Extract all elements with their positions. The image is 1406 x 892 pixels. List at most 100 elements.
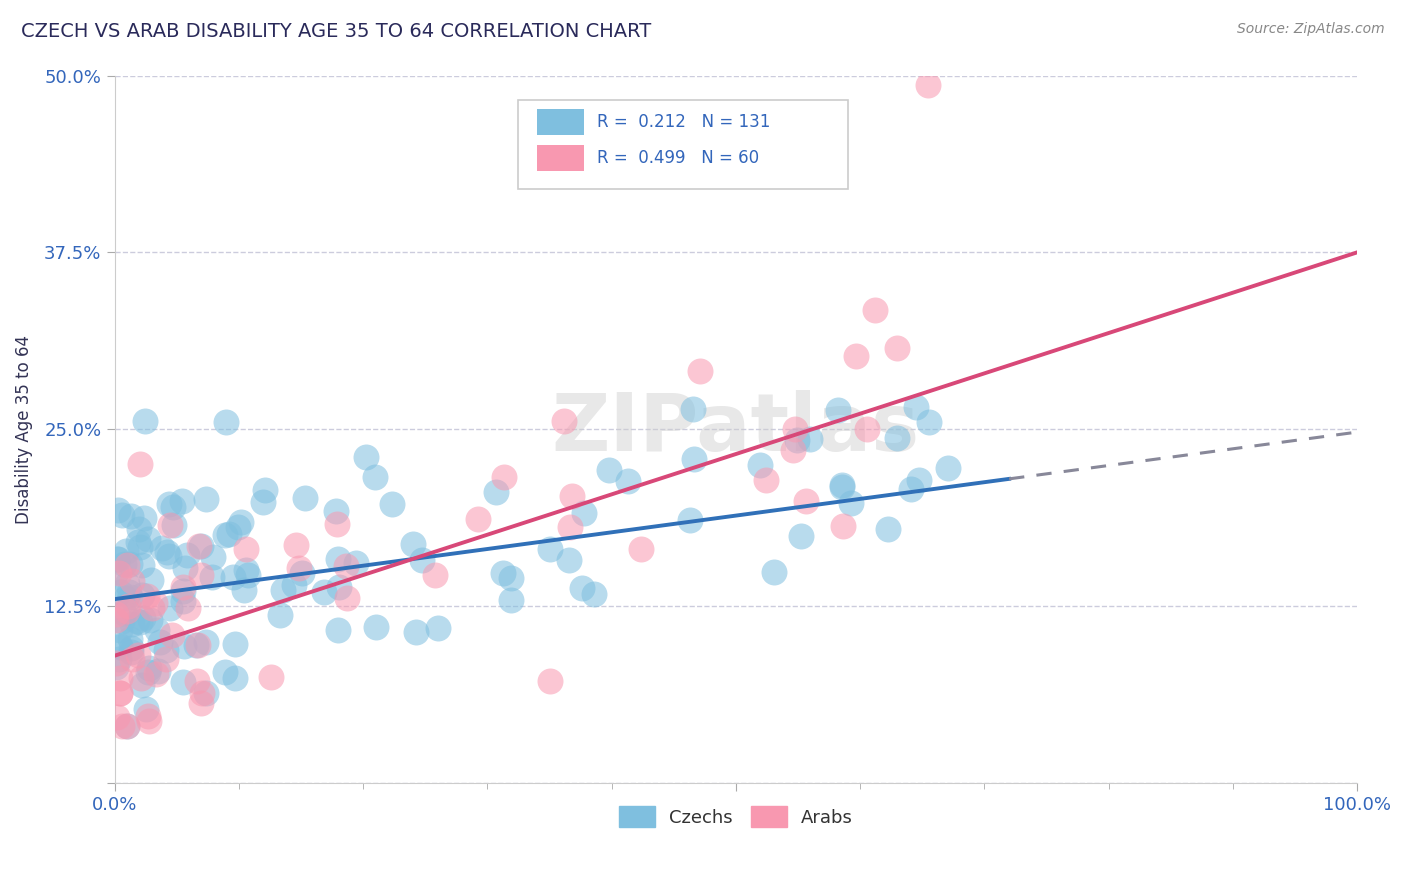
Point [136, 665, 159, 680]
Point [157, 497, 180, 511]
Point [571, 581, 593, 595]
Point [120, 509, 142, 524]
Point [598, 463, 620, 477]
Point [283, 578, 305, 592]
Point [118, 590, 141, 604]
Point [128, 522, 150, 536]
Point [783, 422, 806, 436]
Point [538, 542, 561, 557]
Point [118, 557, 141, 571]
Point [108, 651, 131, 665]
Point [117, 576, 139, 591]
Point [269, 608, 291, 623]
Point [129, 615, 152, 630]
Point [190, 539, 212, 553]
Point [336, 591, 359, 606]
Point [172, 584, 194, 599]
Point [845, 349, 868, 363]
Point [112, 606, 135, 620]
Text: R =  0.499   N = 60: R = 0.499 N = 60 [596, 149, 759, 167]
Point [141, 573, 163, 587]
Point [108, 623, 131, 637]
Point [294, 491, 316, 505]
Point [187, 638, 209, 652]
Point [679, 513, 702, 527]
Point [831, 479, 853, 493]
Point [131, 611, 153, 625]
Point [138, 661, 160, 675]
Point [553, 414, 575, 428]
Point [831, 519, 853, 533]
Point [485, 485, 508, 500]
Point [782, 442, 804, 457]
Point [132, 510, 155, 524]
Point [215, 416, 238, 430]
Point [328, 580, 350, 594]
Point [107, 503, 129, 517]
Point [135, 589, 157, 603]
FancyBboxPatch shape [537, 109, 585, 135]
Point [105, 710, 128, 724]
Point [111, 719, 134, 733]
Legend: Czechs, Arabs: Czechs, Arabs [612, 799, 860, 834]
Point [354, 450, 377, 464]
Point [917, 78, 939, 93]
Point [115, 719, 138, 733]
Point [558, 553, 581, 567]
Point [499, 593, 522, 607]
Point [127, 535, 149, 549]
Point [143, 596, 166, 610]
Point [426, 621, 449, 635]
Point [326, 551, 349, 566]
Point [794, 493, 817, 508]
Point [134, 414, 156, 428]
Point [117, 599, 139, 614]
Point [218, 527, 240, 541]
Text: CZECH VS ARAB DISABILITY AGE 35 TO 64 CORRELATION CHART: CZECH VS ARAB DISABILITY AGE 35 TO 64 CO… [21, 22, 651, 41]
Point [312, 584, 335, 599]
Point [195, 635, 218, 649]
Point [558, 520, 581, 534]
Point [131, 678, 153, 692]
Point [252, 495, 274, 509]
Point [344, 557, 367, 571]
Point [748, 458, 770, 473]
Point [120, 640, 142, 655]
Point [572, 506, 595, 520]
Point [918, 415, 941, 429]
Point [326, 516, 349, 531]
Point [682, 402, 704, 417]
Point [138, 714, 160, 728]
Point [174, 561, 197, 575]
Point [110, 640, 132, 655]
Point [155, 651, 177, 665]
Point [104, 607, 127, 621]
Point [104, 656, 127, 670]
Point [176, 548, 198, 562]
Point [755, 473, 778, 487]
Point [763, 565, 786, 579]
Point [561, 489, 583, 503]
Point [108, 686, 131, 700]
Point [184, 638, 207, 652]
Point [380, 497, 402, 511]
Point [117, 719, 139, 733]
Point [364, 620, 387, 634]
Point [402, 537, 425, 551]
Point [149, 635, 172, 649]
Point [863, 303, 886, 318]
Point [160, 628, 183, 642]
Point [491, 566, 513, 581]
Point [195, 686, 218, 700]
Point [162, 500, 184, 514]
Point [839, 496, 862, 510]
Point [886, 431, 908, 445]
Point [201, 570, 224, 584]
Point [117, 585, 139, 599]
Point [115, 543, 138, 558]
Point [146, 623, 169, 637]
Point [224, 637, 246, 651]
Point [136, 709, 159, 723]
Point [195, 491, 218, 506]
Point [790, 528, 813, 542]
